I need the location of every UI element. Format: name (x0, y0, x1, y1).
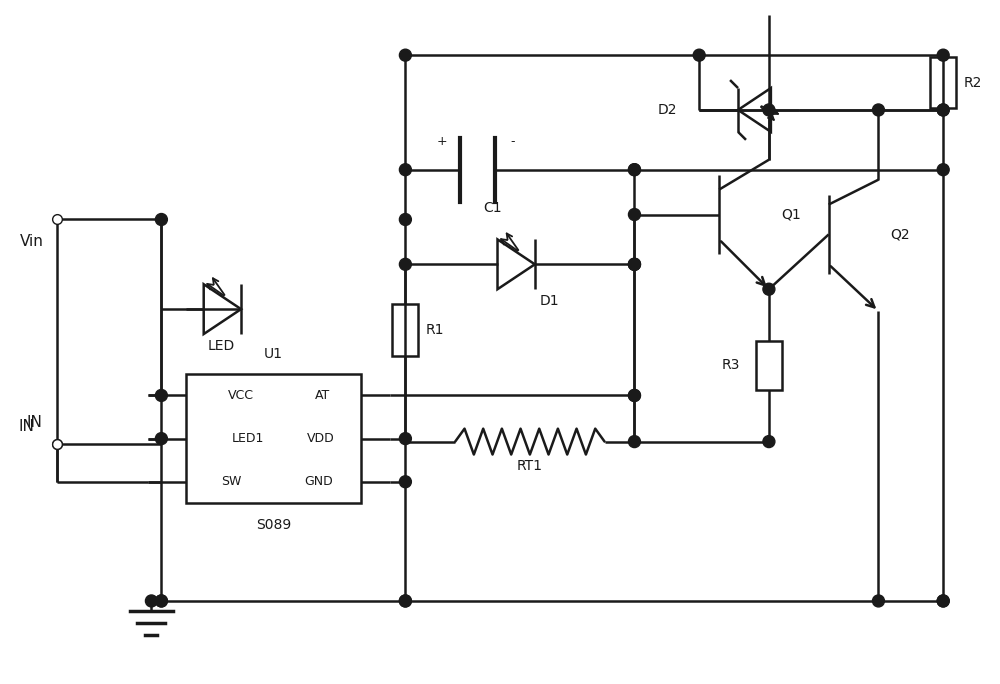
Circle shape (399, 49, 411, 61)
Circle shape (628, 259, 640, 270)
Circle shape (628, 163, 640, 176)
Text: C1: C1 (483, 200, 502, 215)
Circle shape (937, 163, 949, 176)
Circle shape (628, 259, 640, 270)
Circle shape (399, 476, 411, 488)
Circle shape (693, 49, 705, 61)
Text: RT1: RT1 (517, 460, 543, 473)
Circle shape (399, 259, 411, 270)
Circle shape (145, 595, 157, 607)
Circle shape (628, 163, 640, 176)
Text: IN: IN (27, 415, 43, 430)
Text: LED: LED (208, 339, 235, 353)
Text: SW: SW (221, 475, 241, 488)
Circle shape (399, 433, 411, 445)
Circle shape (399, 163, 411, 176)
Text: Vin: Vin (20, 234, 44, 249)
Text: -: - (511, 135, 515, 148)
Text: VCC: VCC (228, 389, 254, 402)
Text: GND: GND (304, 475, 333, 488)
Circle shape (763, 436, 775, 447)
Bar (756, 341, 782, 391)
Text: D1: D1 (540, 294, 560, 308)
Circle shape (399, 595, 411, 607)
Circle shape (937, 104, 949, 116)
Circle shape (937, 595, 949, 607)
Text: R3: R3 (722, 358, 740, 372)
Circle shape (155, 213, 167, 226)
Circle shape (937, 49, 949, 61)
Text: AT: AT (315, 389, 330, 402)
Text: S089: S089 (256, 518, 291, 532)
Circle shape (937, 595, 949, 607)
Text: Q2: Q2 (891, 228, 910, 241)
Circle shape (872, 595, 884, 607)
Circle shape (155, 595, 167, 607)
Text: R2: R2 (964, 75, 982, 90)
Circle shape (872, 104, 884, 116)
Text: IN: IN (19, 419, 35, 434)
Text: LED1: LED1 (232, 432, 264, 445)
Bar (930, 57, 956, 109)
Circle shape (155, 389, 167, 402)
Circle shape (628, 436, 640, 447)
Circle shape (399, 213, 411, 226)
Text: D2: D2 (658, 103, 677, 117)
Text: U1: U1 (264, 347, 283, 361)
Circle shape (628, 259, 640, 270)
Circle shape (628, 389, 640, 402)
Circle shape (763, 283, 775, 295)
Text: +: + (437, 135, 448, 148)
Circle shape (763, 104, 775, 116)
Text: R1: R1 (426, 323, 445, 337)
Bar (186, 374, 361, 503)
Bar (392, 304, 418, 356)
Circle shape (628, 209, 640, 220)
Circle shape (628, 389, 640, 402)
Circle shape (399, 595, 411, 607)
Circle shape (937, 104, 949, 116)
Text: VDD: VDD (307, 432, 335, 445)
Circle shape (155, 595, 167, 607)
Circle shape (155, 433, 167, 445)
Text: Q1: Q1 (781, 207, 801, 222)
